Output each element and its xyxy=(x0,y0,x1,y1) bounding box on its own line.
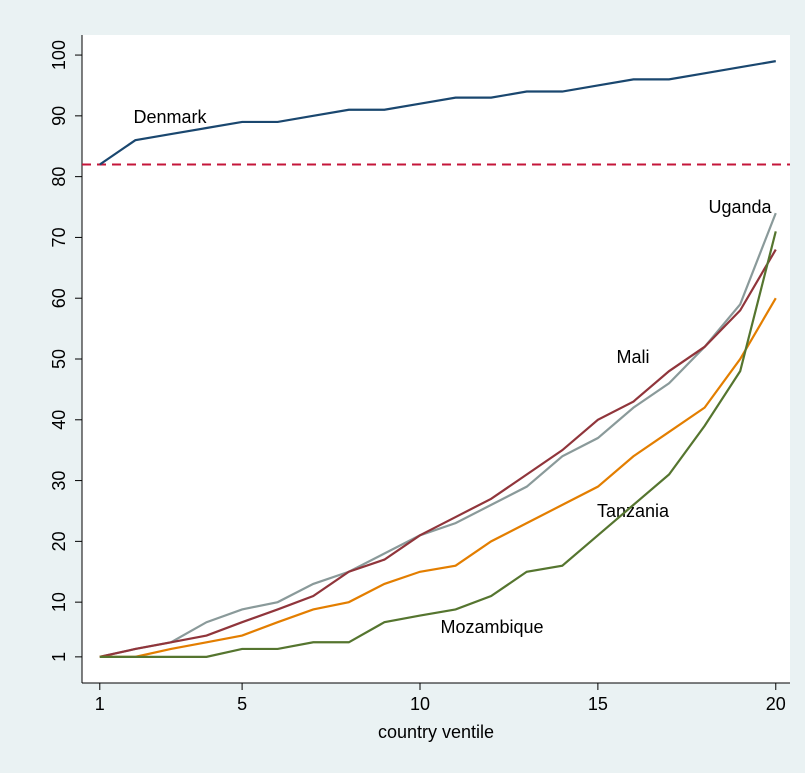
series-label: Tanzania xyxy=(597,501,670,521)
x-tick-label: 1 xyxy=(95,694,105,714)
series-line xyxy=(99,212,777,658)
x-tick-label: 5 xyxy=(237,694,247,714)
x-axis-label: country ventile xyxy=(378,722,494,742)
y-tick-label: 80 xyxy=(49,167,69,187)
x-tick-label: 10 xyxy=(410,694,430,714)
x-tick-label: 15 xyxy=(588,694,608,714)
series-label: Uganda xyxy=(708,197,772,217)
y-tick-label: 100 xyxy=(49,40,69,70)
y-tick-label: 60 xyxy=(49,288,69,308)
y-tick-label: 90 xyxy=(49,106,69,126)
x-tick-label: 20 xyxy=(766,694,786,714)
y-tick-label: 70 xyxy=(49,227,69,247)
y-tick-label: 1 xyxy=(49,652,69,662)
series-line xyxy=(99,249,777,658)
series-label: Denmark xyxy=(133,107,207,127)
series-line xyxy=(99,60,776,166)
series-line xyxy=(99,297,777,658)
y-tick-label: 30 xyxy=(49,471,69,491)
y-tick-label: 20 xyxy=(49,531,69,551)
series-line xyxy=(99,231,777,658)
y-tick-label: 40 xyxy=(49,410,69,430)
y-tick-label: 50 xyxy=(49,349,69,369)
plot-region xyxy=(82,35,790,683)
series-label: Mali xyxy=(616,347,649,367)
series-label: Mozambique xyxy=(440,617,543,637)
y-tick-label: 10 xyxy=(49,592,69,612)
